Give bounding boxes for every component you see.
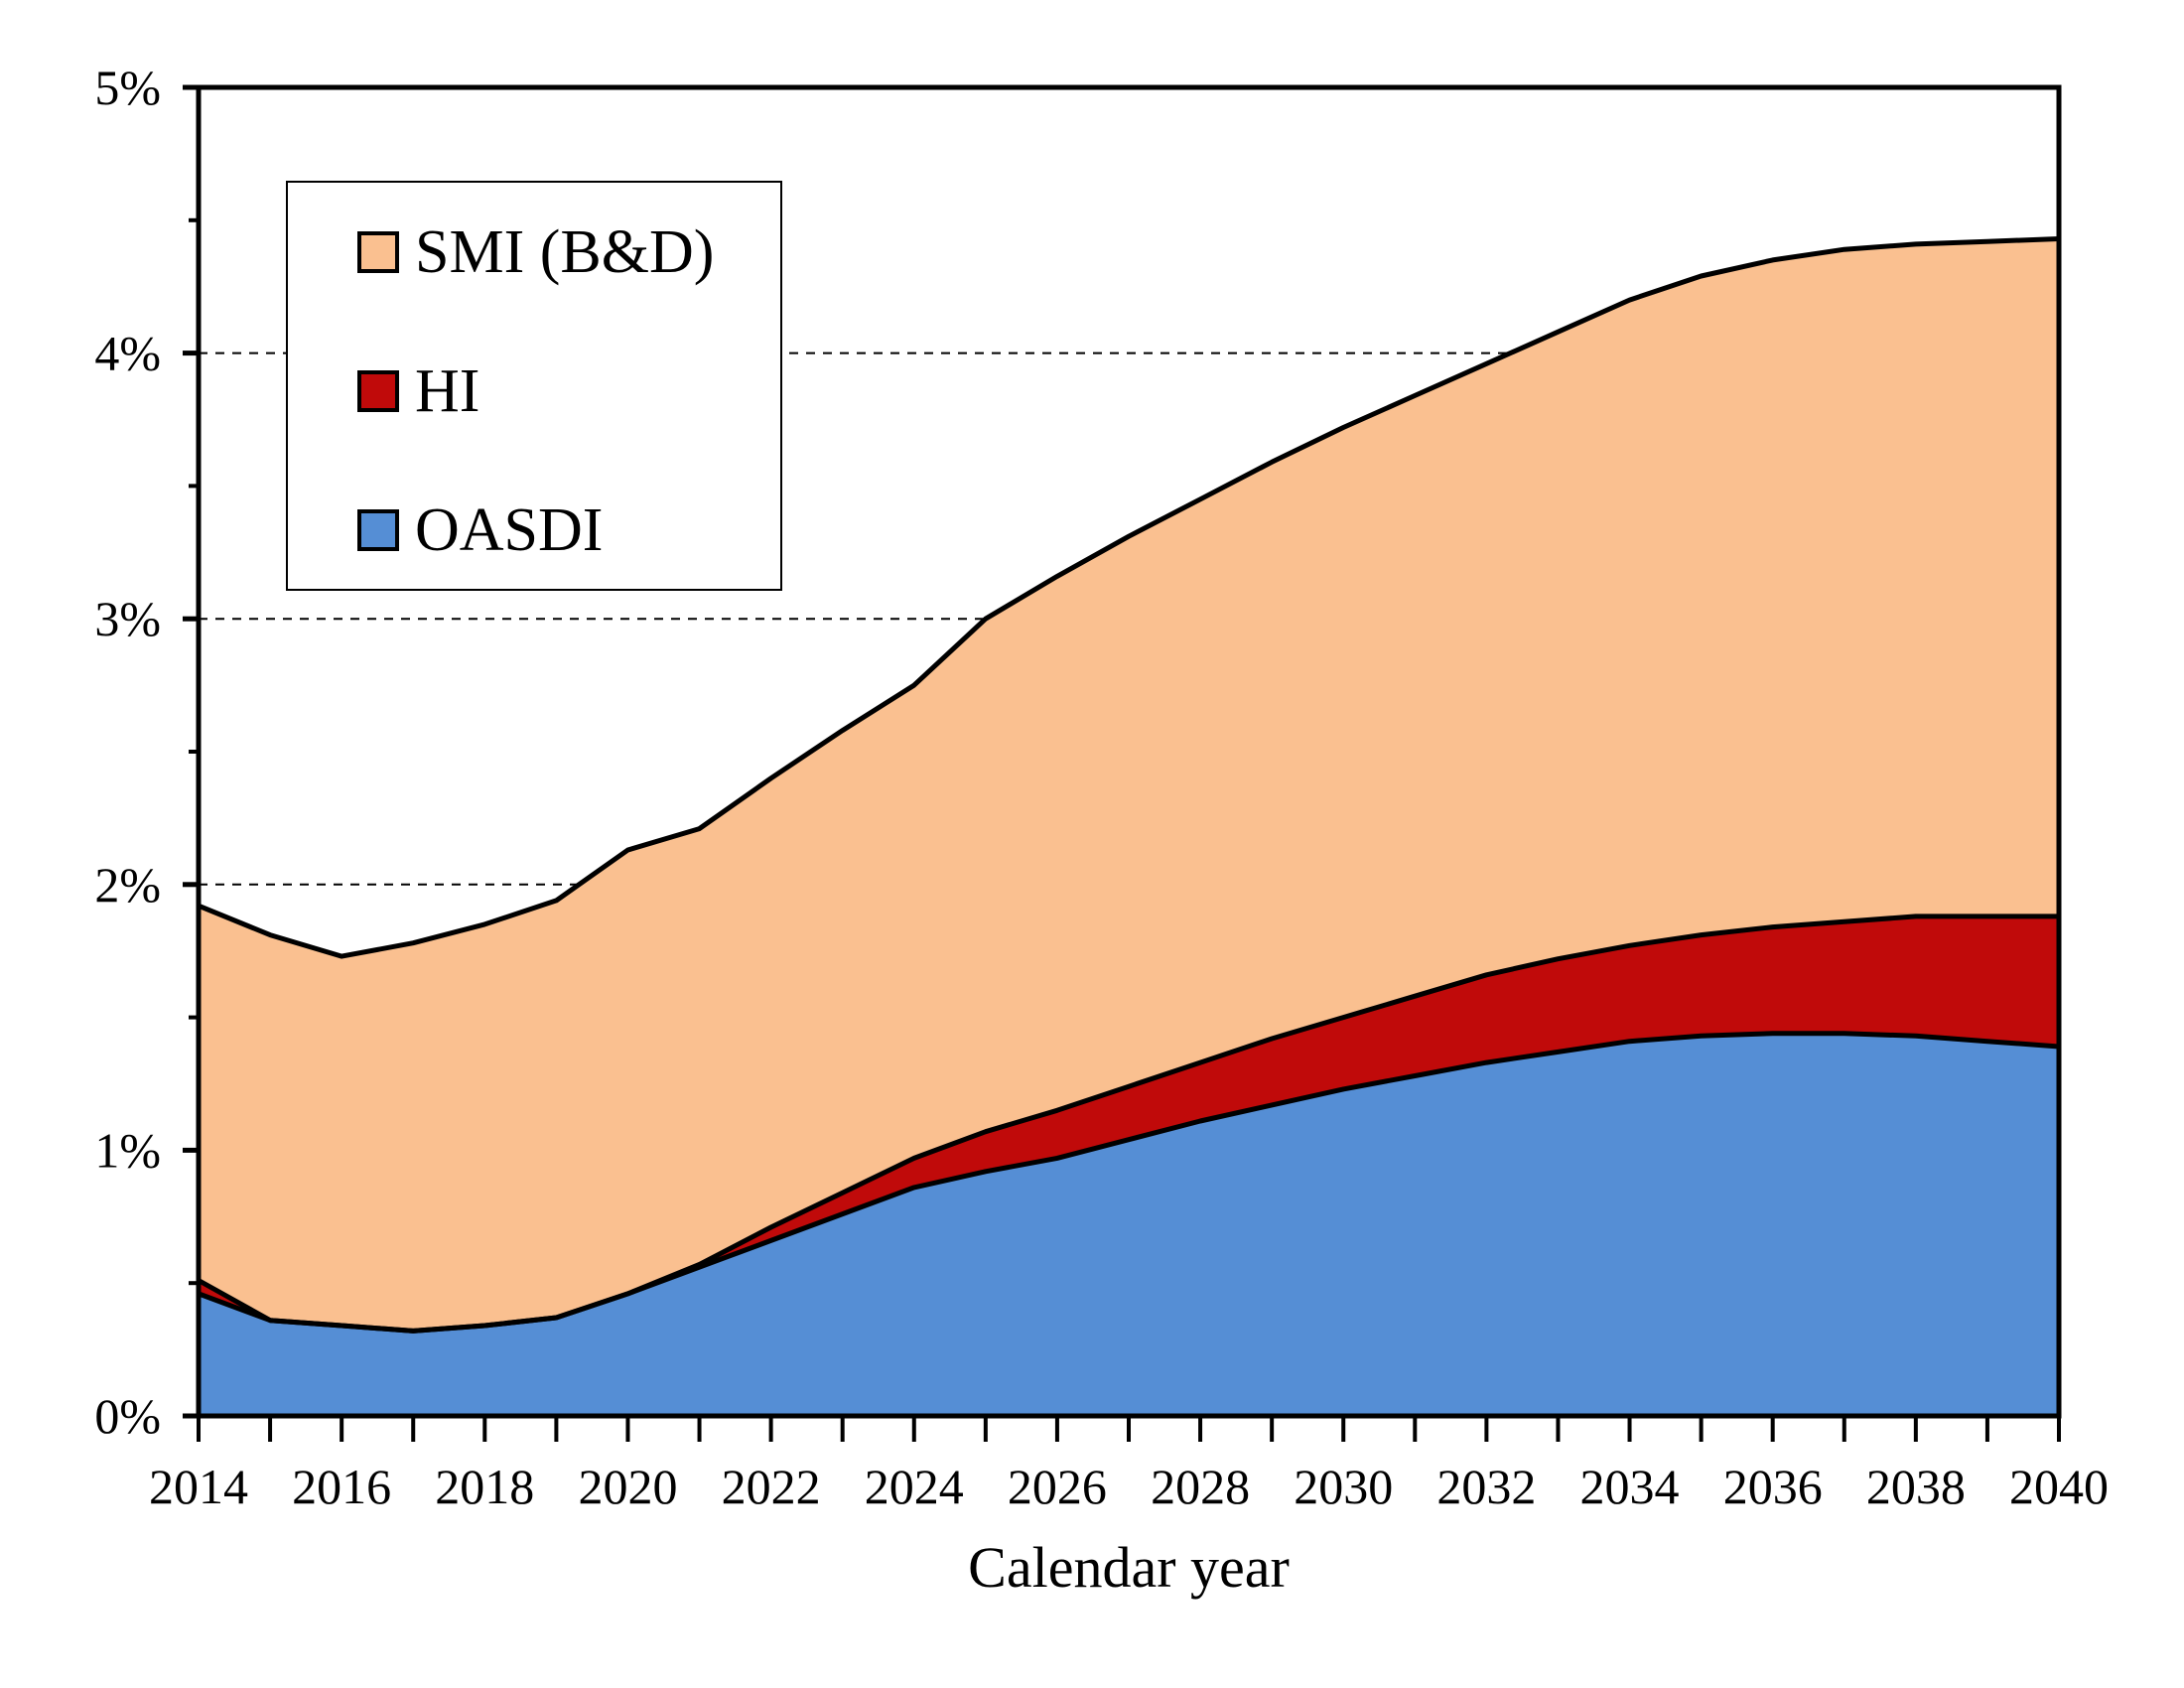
- x-tick-label-2034: 2034: [1580, 1459, 1680, 1514]
- legend-box: SMI (B&D) HI OASDI: [286, 181, 782, 591]
- x-tick-label-2016: 2016: [292, 1459, 391, 1514]
- x-tick-label-2030: 2030: [1294, 1459, 1393, 1514]
- x-tick-label-2024: 2024: [865, 1459, 964, 1514]
- x-tick-label-2020: 2020: [578, 1459, 677, 1514]
- legend-item-hi: HI: [288, 352, 780, 431]
- hi-swatch-icon: [357, 370, 399, 412]
- total-top-line: [198, 236, 2060, 959]
- y-tick-label-0%: 0%: [94, 1388, 161, 1444]
- y-tick-label-1%: 1%: [94, 1122, 161, 1178]
- legend-item-label: OASDI: [415, 496, 604, 564]
- x-tick-label-2040: 2040: [2009, 1459, 2109, 1514]
- x-tick-label-2014: 2014: [149, 1459, 248, 1514]
- y-tick-label-5%: 5%: [94, 60, 161, 115]
- x-tick-label-2026: 2026: [1008, 1459, 1107, 1514]
- area-smi: [199, 238, 2059, 1332]
- legend-item-smi: SMI (B&D): [288, 212, 780, 292]
- x-tick-label-2038: 2038: [1866, 1459, 1966, 1514]
- hi-top-line: [197, 914, 2059, 1334]
- x-axis-title: Calendar year: [968, 1535, 1290, 1600]
- area-hi: [199, 915, 2059, 1332]
- y-tick-label-4%: 4%: [94, 326, 161, 381]
- x-tick-label-2018: 2018: [435, 1459, 534, 1514]
- x-tick-label-2036: 2036: [1723, 1459, 1823, 1514]
- x-tick-label-2032: 2032: [1436, 1459, 1536, 1514]
- smi-swatch-icon: [357, 231, 399, 273]
- oasdi-swatch-icon: [357, 509, 399, 551]
- y-tick-label-2%: 2%: [94, 857, 161, 913]
- x-tick-label-2022: 2022: [722, 1459, 821, 1514]
- y-tick-label-3%: 3%: [94, 591, 161, 646]
- legend-item-oasdi: OASDI: [288, 491, 780, 570]
- legend-item-label: HI: [415, 357, 480, 425]
- area-oasdi: [199, 1033, 2059, 1416]
- legend-item-label: SMI (B&D): [415, 218, 715, 286]
- x-tick-label-2028: 2028: [1151, 1459, 1250, 1514]
